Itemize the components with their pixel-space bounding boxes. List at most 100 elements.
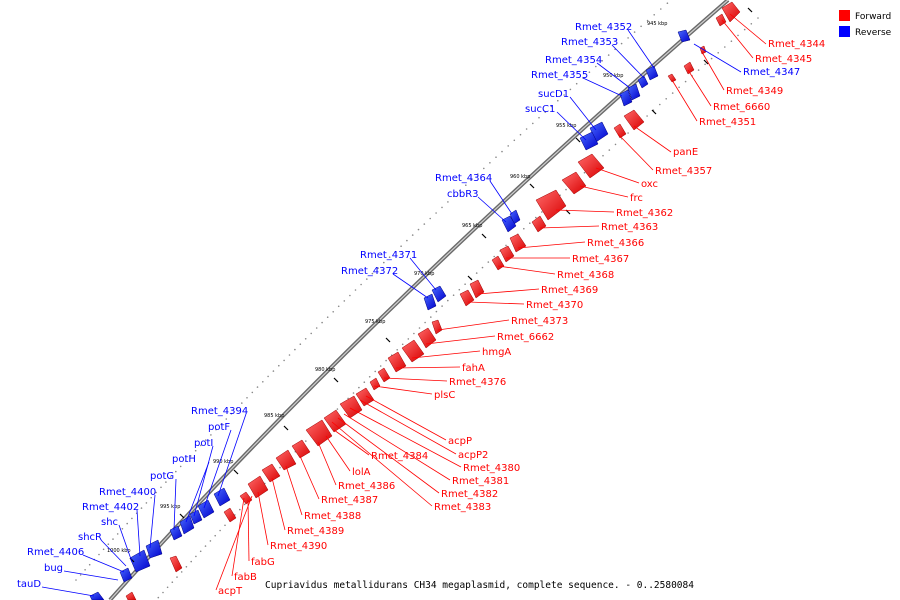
leader-line: [555, 209, 615, 213]
scale-dot: [523, 227, 525, 230]
scale-dot: [464, 283, 466, 286]
scale-dot: [366, 278, 368, 280]
gene-label: cbbR3: [447, 189, 479, 200]
scale-dot: [481, 266, 484, 269]
scale-dot: [336, 408, 339, 410]
gene-label: Rmet_4381: [452, 476, 509, 487]
scale-dot: [215, 428, 217, 431]
leader-line: [392, 273, 429, 299]
gene-label: potH: [172, 454, 196, 465]
gene-label: Rmet_4387: [321, 495, 378, 506]
scale-dot: [131, 517, 133, 520]
scale-dot: [458, 288, 461, 291]
scale-dot: [513, 139, 516, 142]
scale-dot: [459, 189, 461, 192]
leader-line: [203, 429, 232, 509]
gene-label: shcR: [78, 532, 102, 543]
leader-line: [173, 478, 177, 531]
gene-label: Rmet_4366: [587, 238, 644, 249]
scale-dot: [194, 449, 197, 452]
gene-label: Rmet_4406: [27, 547, 84, 558]
scale-dot: [646, 19, 649, 22]
scale-dot: [653, 14, 655, 16]
tick-995: 995 kbp: [160, 504, 180, 510]
scale-dot: [278, 364, 280, 367]
scale-dot: [243, 503, 246, 506]
legend: Forward Reverse: [839, 10, 892, 38]
scale-dot: [388, 256, 391, 259]
leader-line: [497, 265, 556, 275]
scale-dot: [575, 82, 578, 85]
map-caption: Cupriavidus metallidurans CH34 megaplasm…: [265, 580, 694, 591]
scale-dot: [166, 586, 169, 589]
leader-line: [337, 417, 440, 494]
scale-dot: [447, 201, 449, 203]
leader-line: [118, 524, 133, 563]
scale-dot: [607, 54, 610, 56]
scale-dot: [220, 423, 222, 426]
scale-dot: [430, 316, 432, 318]
scale-dot: [452, 294, 455, 297]
scale-dot: [493, 255, 496, 258]
leader-line: [671, 79, 698, 122]
scale-dot: [157, 596, 160, 599]
gene-label: Rmet_4352: [575, 22, 632, 33]
scale-dot: [588, 71, 591, 73]
scale-dot: [190, 560, 192, 563]
leader-line: [693, 43, 742, 73]
scale-dot: [371, 272, 374, 275]
leader-line: [467, 301, 525, 305]
leader-line: [185, 461, 210, 523]
scale-dot: [145, 502, 148, 504]
leader-line: [100, 539, 127, 567]
scale-dot: [176, 576, 178, 578]
gene-label: Rmet_4394: [191, 406, 248, 417]
legend-swatch-reverse: [839, 26, 850, 37]
scale-dot: [407, 338, 410, 340]
leader-line: [383, 377, 448, 382]
gene-label: Rmet_4349: [726, 86, 783, 97]
leader-line: [247, 499, 250, 562]
scale-dot: [569, 88, 572, 91]
tick-965: 965 kbp: [462, 223, 482, 229]
scale-dot: [595, 65, 597, 68]
scale-dot: [171, 581, 174, 583]
scale-dot: [501, 150, 503, 153]
gene-label: fabB: [234, 572, 257, 583]
scale-dot: [126, 522, 128, 525]
scale-dot: [121, 528, 124, 530]
scale-dot: [262, 381, 264, 383]
scale-dot: [538, 116, 540, 119]
gene-label: Rmet_4364: [435, 173, 492, 184]
scale-dot: [413, 332, 415, 335]
gene-label: sucC1: [525, 104, 555, 115]
gene-label: Rmet_4355: [531, 70, 588, 81]
gene-label: Rmet_4373: [511, 316, 568, 327]
scale-dot: [750, 23, 753, 25]
leader-line: [539, 225, 600, 229]
scale-dot: [544, 111, 547, 113]
leader-line: [729, 13, 767, 45]
scale-dot: [529, 222, 531, 224]
scale-dot: [205, 439, 207, 441]
scale-dot: [396, 349, 399, 351]
scale-dot: [550, 105, 553, 108]
legend-label-forward: Forward: [855, 12, 891, 22]
scale-dot: [489, 162, 491, 164]
gene-label: acpT: [218, 586, 243, 597]
scale-dot: [343, 300, 346, 302]
scale-dot: [477, 173, 479, 175]
gene-label: tauD: [17, 579, 41, 590]
scale-dot: [195, 555, 197, 558]
scale-dot: [475, 272, 478, 274]
scale-dot: [583, 171, 586, 174]
gene-label: Rmet_4382: [441, 489, 498, 500]
scale-dot: [435, 310, 438, 313]
gene-label: Rmet_4369: [541, 285, 598, 296]
leader-line: [395, 366, 461, 369]
gene-label: plsC: [434, 390, 455, 401]
scale-dot: [627, 37, 629, 39]
legend-label-reverse: Reverse: [855, 28, 892, 38]
gene-label: Rmet_4386: [338, 481, 395, 492]
scale-dot: [659, 103, 661, 106]
